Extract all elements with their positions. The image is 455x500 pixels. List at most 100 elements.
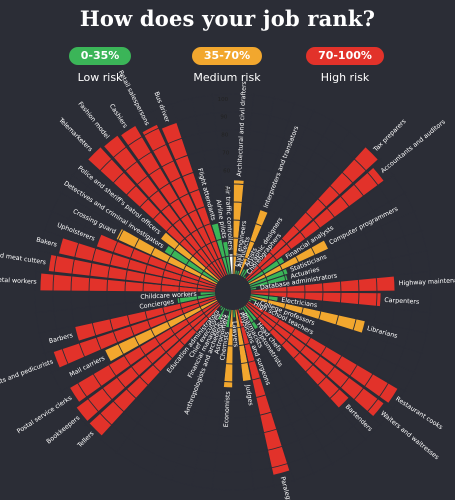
grid-spoke-57 bbox=[170, 101, 228, 276]
grid-spoke-17 bbox=[250, 295, 429, 335]
legend-low-risk-label: Low risk bbox=[77, 71, 123, 84]
grid-spoke-49 bbox=[50, 210, 217, 286]
grid-spoke-48 bbox=[42, 229, 217, 287]
category-label-54: Cashiers bbox=[108, 103, 129, 129]
bar-36 bbox=[219, 305, 223, 308]
legend-low-risk: 0-35% Low risk bbox=[45, 44, 155, 84]
bar-46 bbox=[48, 255, 216, 290]
grid-spoke-53 bbox=[98, 143, 222, 279]
bar-38 bbox=[76, 302, 220, 421]
grid-spoke-29 bbox=[234, 309, 255, 491]
grid-spoke-23 bbox=[244, 305, 368, 441]
grid-spoke-34 bbox=[151, 308, 227, 475]
category-label-56: Bus driver bbox=[152, 91, 170, 124]
bar-40 bbox=[105, 299, 218, 362]
legend-medium-risk-range: 35-70% bbox=[191, 47, 263, 65]
grid-spoke-24 bbox=[243, 306, 351, 455]
bar-23 bbox=[243, 305, 257, 321]
category-label-17: Librarians bbox=[366, 325, 398, 340]
grid-spoke-13 bbox=[250, 249, 429, 289]
page-title: How does your job rank? bbox=[79, 6, 376, 31]
bar-39 bbox=[70, 301, 219, 402]
legend-high-risk: 70-100% High risk bbox=[290, 44, 400, 84]
bar-35 bbox=[220, 306, 224, 311]
grid-spoke-1 bbox=[234, 93, 255, 275]
category-label-14: Highway maintenance workers bbox=[399, 275, 455, 287]
grid-spoke-26 bbox=[239, 308, 315, 475]
category-label-59: Air traffic controllers bbox=[223, 186, 233, 251]
bar-11 bbox=[249, 269, 288, 287]
grid-spoke-33 bbox=[170, 308, 228, 483]
bar-10 bbox=[248, 240, 328, 285]
grid-spoke-39 bbox=[70, 302, 219, 410]
bar-47 bbox=[59, 238, 216, 289]
bar-21 bbox=[246, 302, 384, 417]
bar-59 bbox=[229, 254, 233, 275]
bar-54 bbox=[121, 126, 224, 278]
legend-high-risk-range: 70-100% bbox=[306, 47, 384, 65]
grid-spoke-21 bbox=[247, 302, 396, 410]
category-label-42: Barbers bbox=[48, 332, 73, 345]
bar-0 bbox=[233, 180, 244, 275]
grid-spoke-55 bbox=[132, 118, 225, 277]
grid-spoke-2 bbox=[236, 96, 276, 275]
category-label-28: Judges bbox=[244, 383, 254, 406]
grid-spoke-56 bbox=[151, 109, 227, 276]
category-label-47: Bakers bbox=[35, 236, 57, 248]
grid-spoke-10 bbox=[248, 191, 407, 284]
category-label-38: Bookkeepers bbox=[45, 415, 81, 446]
bar-42 bbox=[74, 295, 216, 341]
bar-5 bbox=[242, 268, 249, 278]
bar-57 bbox=[211, 223, 230, 275]
tick-label-50: 50 bbox=[224, 187, 231, 193]
bar-27 bbox=[236, 309, 290, 475]
category-label-45: Jewelers metal workers bbox=[0, 275, 37, 286]
bar-45 bbox=[40, 273, 216, 292]
category-label-52: Telemarketers bbox=[57, 116, 94, 153]
grid-spoke-32 bbox=[190, 309, 230, 488]
grid-spoke-5 bbox=[241, 118, 334, 277]
chart-tick-labels: 50 60 70 80 90 100 bbox=[218, 97, 232, 193]
bar-24 bbox=[242, 306, 259, 330]
bar-55 bbox=[142, 124, 226, 277]
bar-6 bbox=[243, 276, 247, 279]
grid-spoke-59 bbox=[211, 93, 232, 275]
grid-spoke-6 bbox=[243, 129, 351, 278]
tick-label-80: 80 bbox=[221, 133, 228, 139]
legend-medium-risk: 35-70% Medium risk bbox=[172, 44, 282, 84]
grid-spoke-40 bbox=[59, 300, 218, 393]
grid-spoke-4 bbox=[239, 109, 315, 276]
bar-41 bbox=[53, 297, 217, 368]
grid-spoke-28 bbox=[236, 309, 276, 488]
category-label-27: Paralegals bbox=[279, 476, 294, 500]
bar-8 bbox=[246, 167, 384, 282]
bar-48 bbox=[96, 234, 217, 287]
category-label-15: Carpenters bbox=[384, 297, 419, 306]
grid-spoke-54 bbox=[115, 129, 223, 278]
category-label-0: Architectural and civil drafters bbox=[236, 81, 248, 177]
chart-gridlines bbox=[33, 92, 433, 492]
grid-spoke-47 bbox=[37, 249, 216, 289]
bar-43 bbox=[177, 294, 216, 304]
category-label-41: Manicurists and pedicurists bbox=[0, 358, 54, 395]
grid-spoke-3 bbox=[238, 101, 296, 276]
bar-3 bbox=[238, 210, 268, 276]
grid-spoke-36 bbox=[115, 306, 223, 455]
bar-34 bbox=[217, 307, 226, 320]
grid-spoke-41 bbox=[50, 298, 217, 374]
grid-spoke-9 bbox=[247, 174, 396, 282]
legend-medium-risk-label: Medium risk bbox=[193, 71, 261, 84]
bar-52 bbox=[88, 147, 221, 280]
bar-56 bbox=[161, 123, 228, 276]
grid-spoke-14 bbox=[250, 270, 432, 291]
bar-50 bbox=[164, 246, 219, 283]
grid-spoke-46 bbox=[34, 270, 216, 291]
grid-spoke-25 bbox=[241, 307, 334, 466]
bar-18 bbox=[249, 297, 257, 303]
legend-high-risk-label: High risk bbox=[320, 71, 370, 84]
bar-16 bbox=[250, 294, 278, 301]
tick-label-90: 90 bbox=[220, 115, 227, 121]
category-label-7: Tax preparers bbox=[372, 118, 408, 154]
grid-spoke-18 bbox=[249, 297, 424, 355]
